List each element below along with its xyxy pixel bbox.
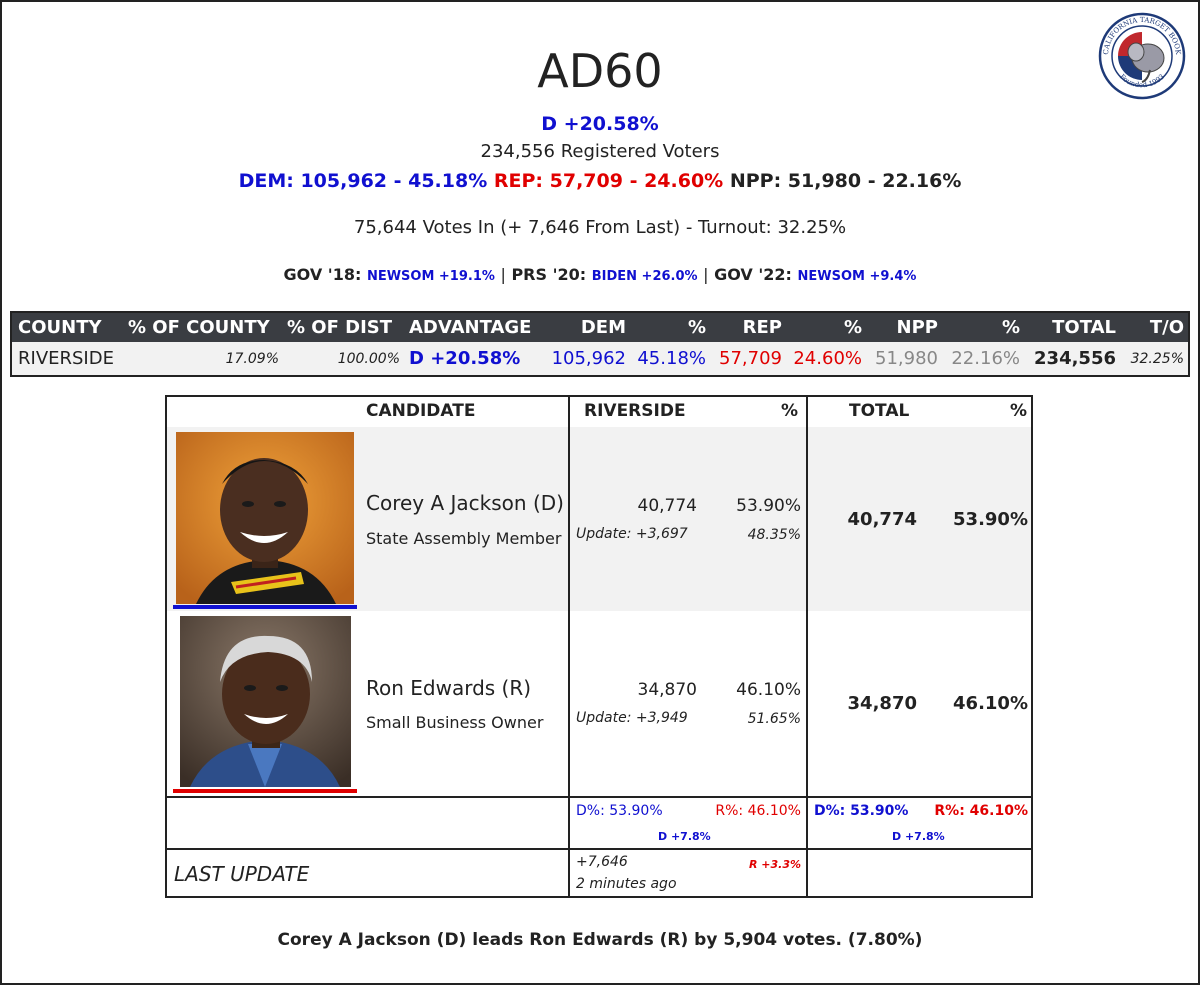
party-bar-dem: [173, 605, 357, 609]
county-votes: 34,870: [637, 680, 697, 700]
registered-voters: 234,556 Registered Voters: [480, 141, 720, 162]
header-county-pct: %: [781, 401, 799, 421]
gov18-label: GOV '18:: [283, 265, 362, 284]
county-advantage: D +20.58%: [409, 348, 521, 369]
county-total: 234,556: [1034, 348, 1116, 369]
district-advantage: D +20.58%: [541, 113, 659, 135]
county-dem: 105,962: [551, 348, 626, 369]
county-dem-share: D%: 53.90%: [576, 803, 663, 819]
page-title: AD60: [537, 44, 663, 98]
rep-registration: REP: 57,709 - 24.60%: [493, 170, 724, 192]
col-turnout: T/O: [1149, 317, 1184, 338]
candidate-occupation: Small Business Owner: [366, 713, 544, 732]
county-pct: 46.10%: [736, 680, 801, 700]
county-name: RIVERSIDE: [18, 348, 114, 369]
col-county: COUNTY: [18, 317, 102, 338]
candidate-occupation: State Assembly Member: [366, 529, 562, 548]
total-votes: 34,870: [847, 693, 917, 714]
county-dem-pct: 45.18%: [637, 348, 706, 369]
col-pct-dist: % OF DIST: [287, 317, 393, 338]
county-rep-share: R%: 46.10%: [715, 803, 801, 819]
candidate-photo-edwards: [180, 616, 351, 787]
prs20-label: PRS '20:: [511, 265, 587, 284]
col-pct-county: % OF COUNTY: [128, 317, 270, 338]
county-table: COUNTY % OF COUNTY % OF DIST ADVANTAGE D…: [10, 311, 1190, 377]
prs20-value: BIDEN +26.0%: [591, 269, 698, 284]
update-pct: 48.35%: [747, 527, 801, 543]
divider: [167, 796, 1031, 798]
gov18-value: NEWSOM +19.1%: [366, 269, 495, 284]
last-update-label: LAST UPDATE: [174, 862, 310, 886]
total-dem-share: D%: 53.90%: [814, 803, 909, 819]
historical-results: GOV '18: NEWSOM +19.1% | PRS '20: BIDEN …: [0, 265, 1200, 284]
divider: [568, 397, 570, 896]
col-total: TOTAL: [1052, 317, 1116, 338]
county-npp-pct: 22.16%: [951, 348, 1020, 369]
divider: [806, 397, 808, 896]
col-npp-pct: %: [1001, 317, 1020, 338]
col-rep-pct: %: [843, 317, 862, 338]
party-registration: DEM: 105,962 - 45.18% REP: 57,709 - 24.6…: [0, 170, 1200, 192]
header-total-pct: %: [1010, 401, 1028, 421]
col-npp: NPP: [896, 317, 938, 338]
divider: [167, 848, 1031, 850]
target-book-logo: CALIFORNIA TARGET BOOK Founded 1993: [1098, 12, 1186, 100]
county-pct: 53.90%: [736, 496, 801, 516]
pct-dist: 100.00%: [337, 351, 400, 367]
last-update-delta: +7,646: [576, 854, 628, 870]
total-rep-share: R%: 46.10%: [934, 803, 1028, 819]
votes-in: 75,644 Votes In (+ 7,646 From Last) - Tu…: [353, 217, 847, 238]
total-pct: 53.90%: [953, 509, 1028, 530]
candidate-table: CANDIDATE RIVERSIDE % TOTAL % Corey A Ja…: [165, 395, 1033, 898]
county-npp: 51,980: [875, 348, 938, 369]
col-rep: REP: [742, 317, 782, 338]
header-county: RIVERSIDE: [584, 401, 686, 421]
county-table-header: COUNTY % OF COUNTY % OF DIST ADVANTAGE D…: [12, 313, 1188, 342]
col-dem-pct: %: [687, 317, 706, 338]
total-votes: 40,774: [847, 509, 917, 530]
col-dem: DEM: [580, 317, 626, 338]
pct-county: 17.09%: [225, 351, 279, 367]
npp-registration: NPP: 51,980 - 22.16%: [729, 170, 962, 192]
separator: |: [500, 265, 506, 284]
update-votes: Update: +3,697: [576, 526, 688, 542]
header-candidate: CANDIDATE: [366, 401, 476, 421]
total-margin: D +7.8%: [892, 830, 945, 843]
candidate-photo-jackson: [176, 432, 354, 604]
gov22-value: NEWSOM +9.4%: [797, 269, 917, 284]
county-rep-pct: 24.60%: [793, 348, 862, 369]
last-update-ago: 2 minutes ago: [576, 876, 677, 892]
county-rep: 57,709: [719, 348, 782, 369]
dem-registration: DEM: 105,962 - 45.18%: [238, 170, 488, 192]
gov22-label: GOV '22:: [714, 265, 792, 284]
party-bar-rep: [173, 789, 357, 793]
candidate-name: Ron Edwards (R): [366, 676, 532, 700]
county-turnout: 32.25%: [1130, 351, 1184, 367]
last-update-margin: R +3.3%: [748, 858, 801, 871]
race-summary: Corey A Jackson (D) leads Ron Edwards (R…: [277, 930, 923, 950]
candidate-name: Corey A Jackson (D): [366, 491, 564, 515]
col-advantage: ADVANTAGE: [409, 317, 532, 338]
update-pct: 51.65%: [747, 711, 801, 727]
county-row: RIVERSIDE 17.09% 100.00% D +20.58% 105,9…: [12, 342, 1188, 375]
separator: |: [703, 265, 709, 284]
update-votes: Update: +3,949: [576, 710, 688, 726]
county-votes: 40,774: [637, 496, 697, 516]
county-margin: D +7.8%: [658, 830, 711, 843]
header-total: TOTAL: [849, 401, 910, 421]
total-pct: 46.10%: [953, 693, 1028, 714]
